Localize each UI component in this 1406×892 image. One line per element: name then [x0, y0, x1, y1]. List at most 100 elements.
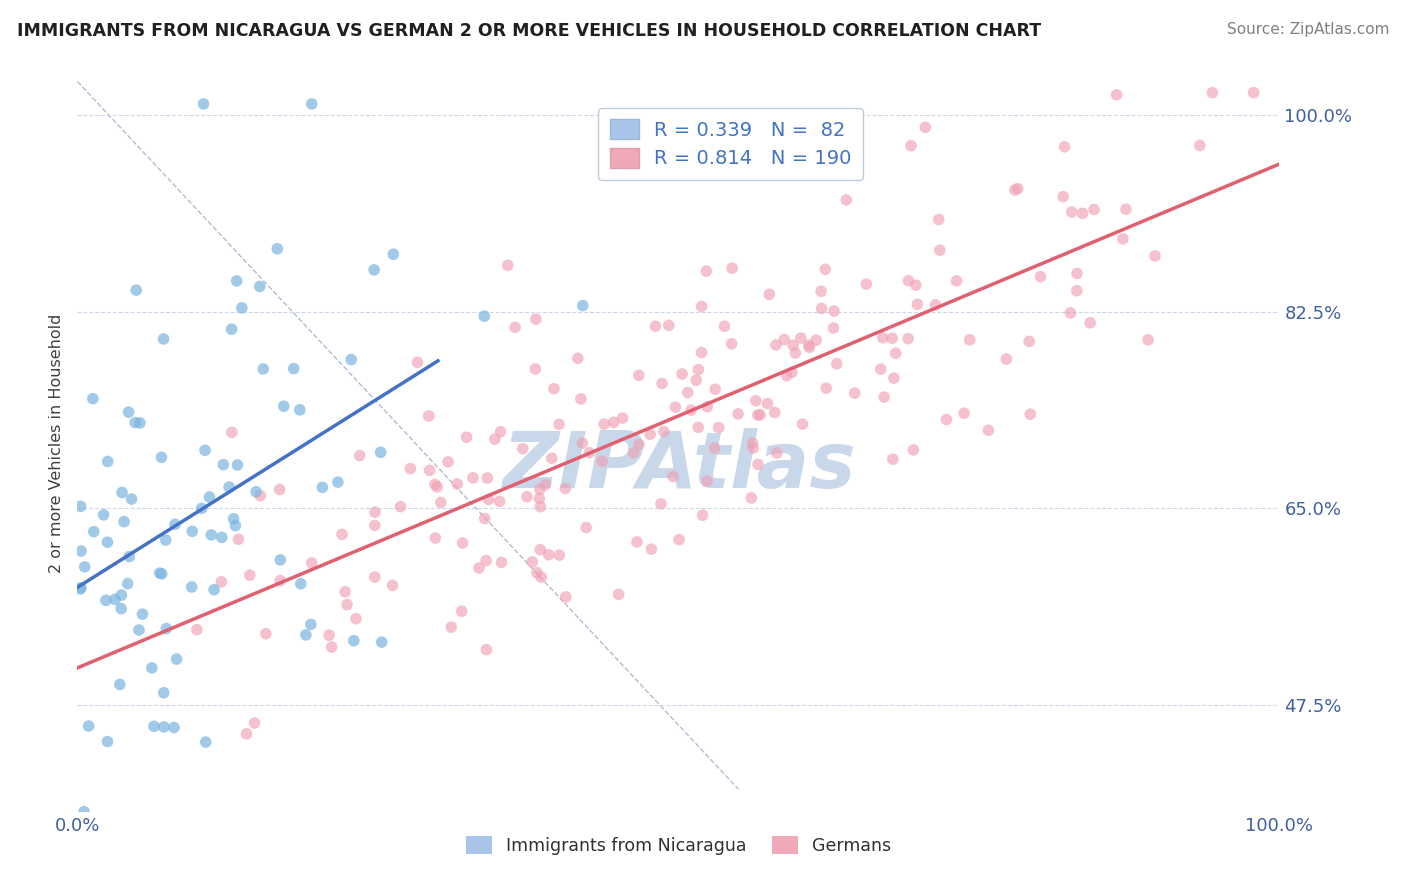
Point: [228, 533, 250, 547]
Point: [155, 622, 177, 636]
Point: [681, 403, 703, 417]
Point: [882, 331, 904, 345]
Point: [477, 492, 499, 507]
Point: [924, 298, 946, 312]
Point: [835, 193, 858, 207]
Point: [782, 338, 804, 352]
Point: [129, 416, 152, 430]
Point: [69, 500, 91, 514]
Point: [529, 491, 551, 506]
Point: [1243, 86, 1265, 100]
Point: [450, 604, 472, 618]
Point: [97, 454, 120, 468]
Point: [690, 345, 713, 359]
Point: [554, 482, 576, 496]
Text: ZIPAtlas: ZIPAtlas: [502, 428, 855, 504]
Point: [567, 351, 589, 366]
Point: [806, 333, 828, 347]
Point: [695, 264, 717, 278]
Point: [1018, 334, 1040, 349]
Point: [70, 544, 93, 558]
Point: [844, 386, 866, 401]
Point: [321, 640, 343, 654]
Point: [707, 420, 730, 434]
Point: [756, 396, 779, 410]
Point: [953, 406, 976, 420]
Point: [451, 536, 474, 550]
Point: [638, 427, 661, 442]
Point: [905, 297, 928, 311]
Point: [696, 474, 718, 488]
Point: [571, 436, 593, 450]
Point: [288, 402, 311, 417]
Point: [446, 476, 468, 491]
Point: [295, 628, 318, 642]
Point: [82, 392, 104, 406]
Point: [548, 417, 571, 432]
Point: [311, 480, 333, 494]
Point: [742, 441, 765, 455]
Point: [381, 578, 404, 592]
Point: [945, 274, 967, 288]
Point: [166, 652, 188, 666]
Point: [152, 686, 174, 700]
Point: [914, 120, 936, 135]
Point: [104, 592, 127, 607]
Point: [426, 480, 449, 494]
Point: [662, 469, 685, 483]
Point: [273, 399, 295, 413]
Point: [780, 365, 803, 379]
Point: [370, 635, 392, 649]
Point: [343, 633, 366, 648]
Point: [897, 274, 920, 288]
Point: [745, 393, 768, 408]
Point: [364, 518, 387, 533]
Point: [1066, 284, 1088, 298]
Point: [627, 368, 650, 383]
Point: [935, 412, 957, 426]
Point: [825, 357, 848, 371]
Point: [128, 623, 150, 637]
Point: [548, 548, 571, 562]
Point: [249, 279, 271, 293]
Point: [193, 96, 215, 111]
Point: [765, 338, 787, 352]
Point: [652, 425, 675, 439]
Point: [775, 368, 797, 383]
Point: [239, 568, 262, 582]
Point: [163, 517, 186, 532]
Point: [252, 362, 274, 376]
Point: [651, 376, 673, 391]
Point: [1188, 138, 1211, 153]
Point: [118, 549, 141, 564]
Point: [290, 576, 312, 591]
Text: IMMIGRANTS FROM NICARAGUA VS GERMAN 2 OR MORE VEHICLES IN HOUSEHOLD CORRELATION : IMMIGRANTS FROM NICARAGUA VS GERMAN 2 OR…: [17, 22, 1040, 40]
Point: [194, 735, 217, 749]
Point: [1115, 202, 1137, 217]
Point: [190, 501, 212, 516]
Point: [489, 425, 512, 439]
Point: [153, 720, 176, 734]
Point: [211, 531, 233, 545]
Point: [496, 258, 519, 272]
Point: [928, 212, 950, 227]
Point: [685, 373, 707, 387]
Point: [200, 528, 222, 542]
Point: [815, 381, 838, 395]
Point: [995, 352, 1018, 367]
Point: [571, 299, 593, 313]
Point: [484, 432, 506, 446]
Point: [344, 612, 367, 626]
Text: Source: ZipAtlas.com: Source: ZipAtlas.com: [1226, 22, 1389, 37]
Point: [721, 261, 744, 276]
Point: [797, 338, 820, 352]
Point: [1201, 86, 1223, 100]
Point: [477, 471, 499, 485]
Point: [814, 262, 837, 277]
Point: [959, 333, 981, 347]
Point: [363, 263, 385, 277]
Point: [749, 408, 772, 422]
Point: [823, 321, 845, 335]
Point: [142, 719, 165, 733]
Point: [70, 581, 93, 595]
